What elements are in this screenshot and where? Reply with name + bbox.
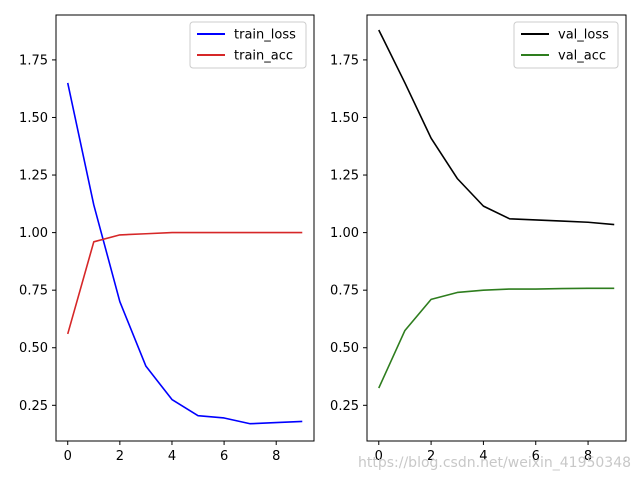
series-line-train_acc — [66, 231, 303, 335]
x-tick-label: 2 — [116, 449, 124, 464]
right-chart-panel: 0 2 4 6 8 0.25 0.50 0.75 1.00 1.25 1.50 1.75 val_los… — [330, 14, 627, 464]
series-line-val_acc — [378, 287, 615, 389]
y-tick-label: 1.50 — [330, 111, 359, 126]
x-tick-label: 8 — [584, 449, 592, 464]
legend: train_loss train_acc — [189, 21, 307, 69]
legend-label-train_loss: train_loss — [234, 28, 296, 43]
y-tick-label: 1.75 — [19, 53, 48, 68]
y-tick-label: 1.25 — [19, 169, 48, 184]
x-tick-label: 6 — [532, 449, 540, 464]
x-tick-label: 8 — [272, 449, 280, 464]
y-tick-label: 1.00 — [19, 226, 48, 241]
y-tick-label: 1.25 — [330, 169, 359, 184]
legend-label-train_acc: train_acc — [234, 49, 293, 64]
axes-frame — [55, 14, 315, 442]
legend-label-val_loss: val_loss — [558, 28, 609, 43]
legend-label-val_acc: val_acc — [558, 49, 606, 64]
y-tick-label: 0.25 — [330, 399, 359, 414]
left-chart-panel: 0 2 4 6 8 0.25 0.50 0.75 1.00 1.25 1.50 1.75 train_l… — [19, 14, 315, 464]
y-tick-label: 1.00 — [330, 226, 359, 241]
watermark-text: https://blog.csdn.net/weixin_41950348 — [358, 455, 631, 471]
y-tick-label: 0.50 — [19, 341, 48, 356]
x-tick-label: 6 — [220, 449, 228, 464]
x-tick-label: 0 — [64, 449, 72, 464]
y-tick-label: 0.75 — [19, 284, 48, 299]
axes-frame — [366, 14, 627, 442]
series-line-train_loss — [66, 82, 303, 425]
series-line-val_loss — [378, 29, 615, 226]
y-tick-label: 0.50 — [330, 341, 359, 356]
y-tick-label: 1.75 — [330, 53, 359, 68]
x-tick-label: 4 — [479, 449, 487, 464]
x-tick-label: 2 — [427, 449, 435, 464]
legend: val_loss val_acc — [513, 21, 619, 69]
y-tick-label: 0.25 — [19, 399, 48, 414]
y-tick-label: 0.75 — [330, 284, 359, 299]
x-tick-label: 0 — [375, 449, 383, 464]
x-tick-label: 4 — [168, 449, 176, 464]
y-tick-label: 1.50 — [19, 111, 48, 126]
